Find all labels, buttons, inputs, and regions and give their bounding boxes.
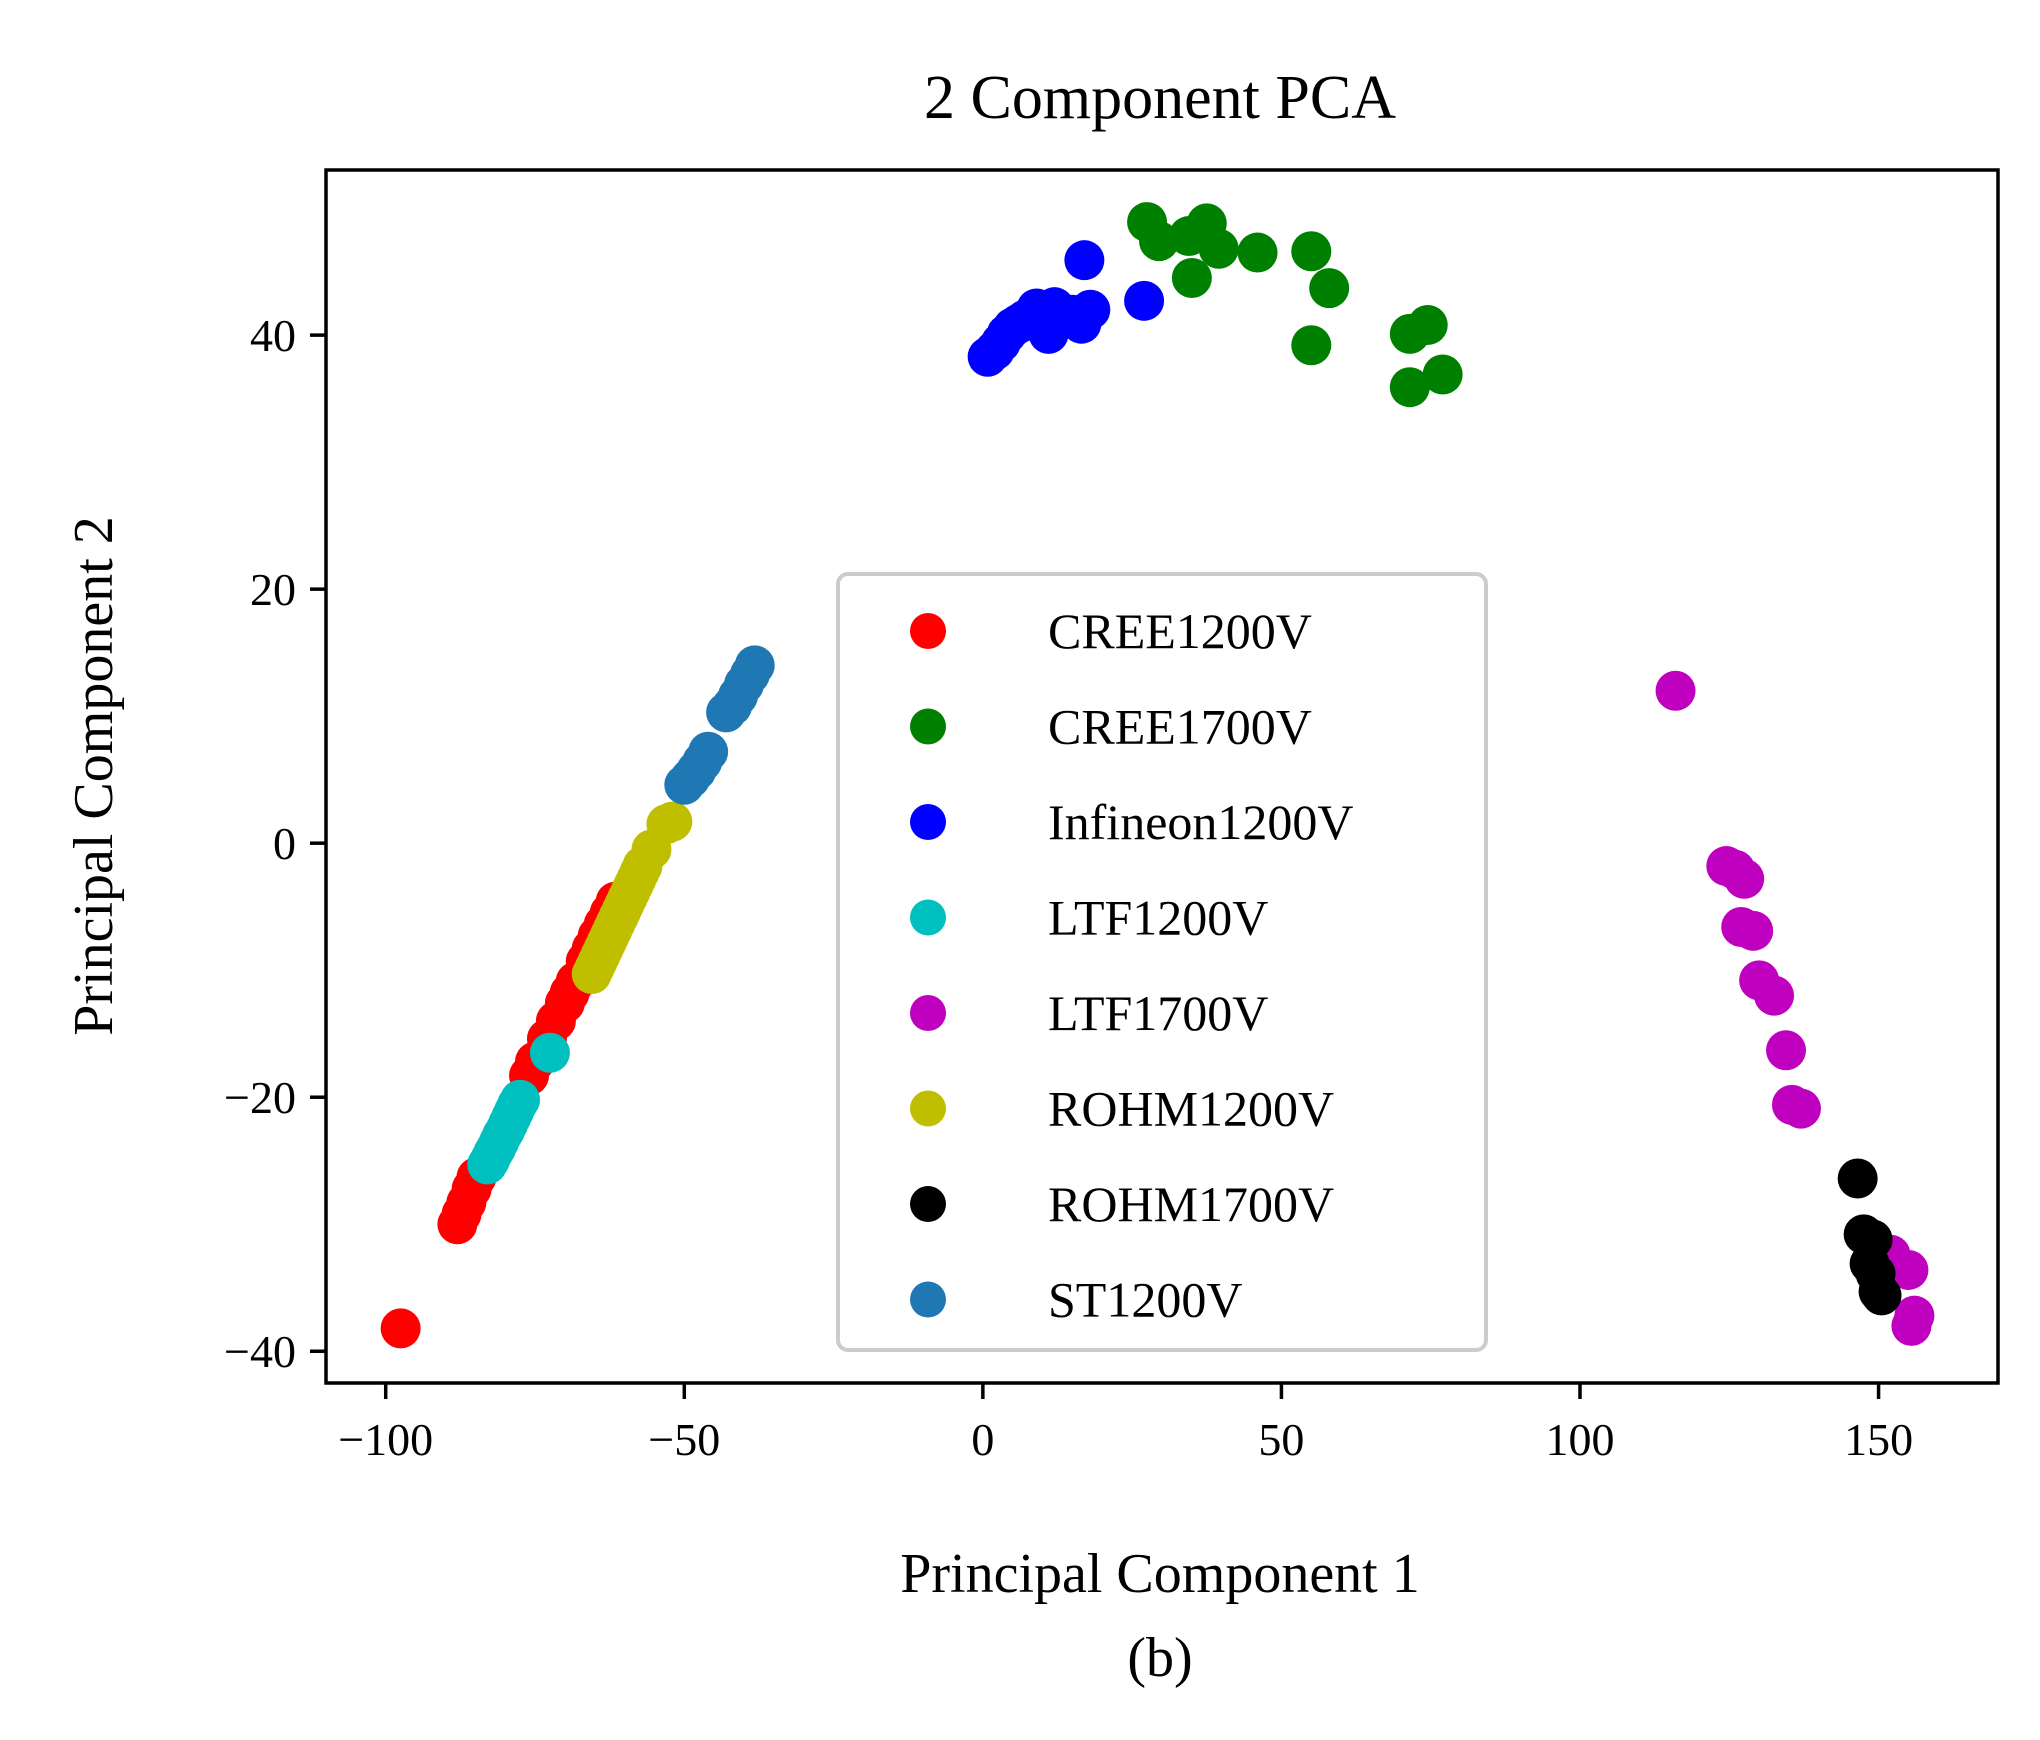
series-ROHM1200V <box>571 801 693 995</box>
data-point <box>1309 268 1350 309</box>
data-point <box>1124 280 1165 321</box>
x-tick-label: 0 <box>971 1414 994 1465</box>
data-point <box>1754 975 1795 1016</box>
x-axis: −100 −50 0 50 100 150 <box>338 1383 1913 1465</box>
x-tick-label: 100 <box>1546 1414 1615 1465</box>
data-point <box>1407 304 1448 345</box>
data-point <box>1389 367 1430 408</box>
data-point <box>1064 240 1105 281</box>
data-point <box>1237 232 1278 273</box>
data-point <box>1139 221 1180 262</box>
legend-label: ROHM1700V <box>1048 1176 1334 1232</box>
x-axis-label: Principal Component 1 <box>900 1543 1420 1605</box>
x-tick-label: 50 <box>1258 1414 1304 1465</box>
data-point <box>652 801 693 842</box>
y-tick-label: −20 <box>224 1072 296 1123</box>
data-point <box>529 1032 570 1073</box>
data-point <box>1655 670 1696 711</box>
legend-marker <box>910 804 946 840</box>
series-ROHM1700V <box>1837 1158 1902 1316</box>
legend-box <box>836 572 1488 1352</box>
legend-label: CREE1700V <box>1048 699 1312 755</box>
data-point <box>1766 1030 1807 1071</box>
series-LTF1700V <box>1655 670 1935 1346</box>
data-point <box>1724 858 1765 899</box>
data-point <box>1291 231 1332 272</box>
data-point <box>1198 228 1239 269</box>
data-point <box>664 764 705 805</box>
chart-title: 2 Component PCA <box>924 64 1396 132</box>
y-axis-label: Principal Component 2 <box>63 516 125 1036</box>
plot-frame <box>324 168 2000 1385</box>
x-tick-label: 150 <box>1844 1414 1913 1465</box>
data-point <box>1070 289 1111 330</box>
series-ST1200V <box>664 645 775 805</box>
data-point <box>500 1079 541 1120</box>
y-tick-label: −40 <box>224 1326 296 1377</box>
legend-marker <box>910 1090 946 1127</box>
legend-label: ST1200V <box>1048 1272 1242 1328</box>
series-LTF1200V <box>467 1032 570 1185</box>
data-point <box>1422 354 1463 395</box>
x-tick-label: −100 <box>338 1414 433 1465</box>
data-point <box>380 1308 421 1349</box>
data-point <box>1891 1305 1932 1346</box>
legend-marker <box>910 708 946 745</box>
data-point <box>1171 257 1212 298</box>
data-points <box>380 202 1935 1349</box>
y-tick-label: 40 <box>250 310 296 361</box>
legend-label: CREE1200V <box>1048 603 1312 659</box>
series-CREE1700V <box>1127 202 1463 408</box>
legend-label: ROHM1200V <box>1048 1081 1334 1137</box>
data-point <box>1733 910 1774 951</box>
y-tick-label: 0 <box>273 818 296 869</box>
legend-marker <box>910 899 946 936</box>
legend-marker <box>910 1186 946 1222</box>
y-axis: −40 −20 0 20 40 <box>224 310 326 1377</box>
data-point <box>1861 1275 1902 1316</box>
data-point <box>706 692 747 733</box>
data-point <box>1888 1249 1929 1290</box>
legend-label: Infineon1200V <box>1048 794 1354 850</box>
y-tick-label: 20 <box>250 564 296 615</box>
legend-marker <box>910 995 946 1031</box>
data-point <box>1837 1158 1878 1199</box>
series-Infineon1200V <box>967 240 1165 377</box>
legend-label: LTF1200V <box>1048 890 1268 946</box>
data-point <box>1291 325 1332 366</box>
legend-label: LTF1700V <box>1048 985 1268 1041</box>
figure-caption: (b) <box>1127 1627 1192 1689</box>
data-point <box>1780 1088 1821 1129</box>
legend-marker <box>910 1281 946 1318</box>
legend: CREE1200V CREE1700V Infineon1200V LTF1200V L… <box>836 572 1488 1352</box>
legend-marker <box>910 613 946 649</box>
x-tick-label: −50 <box>648 1414 720 1465</box>
